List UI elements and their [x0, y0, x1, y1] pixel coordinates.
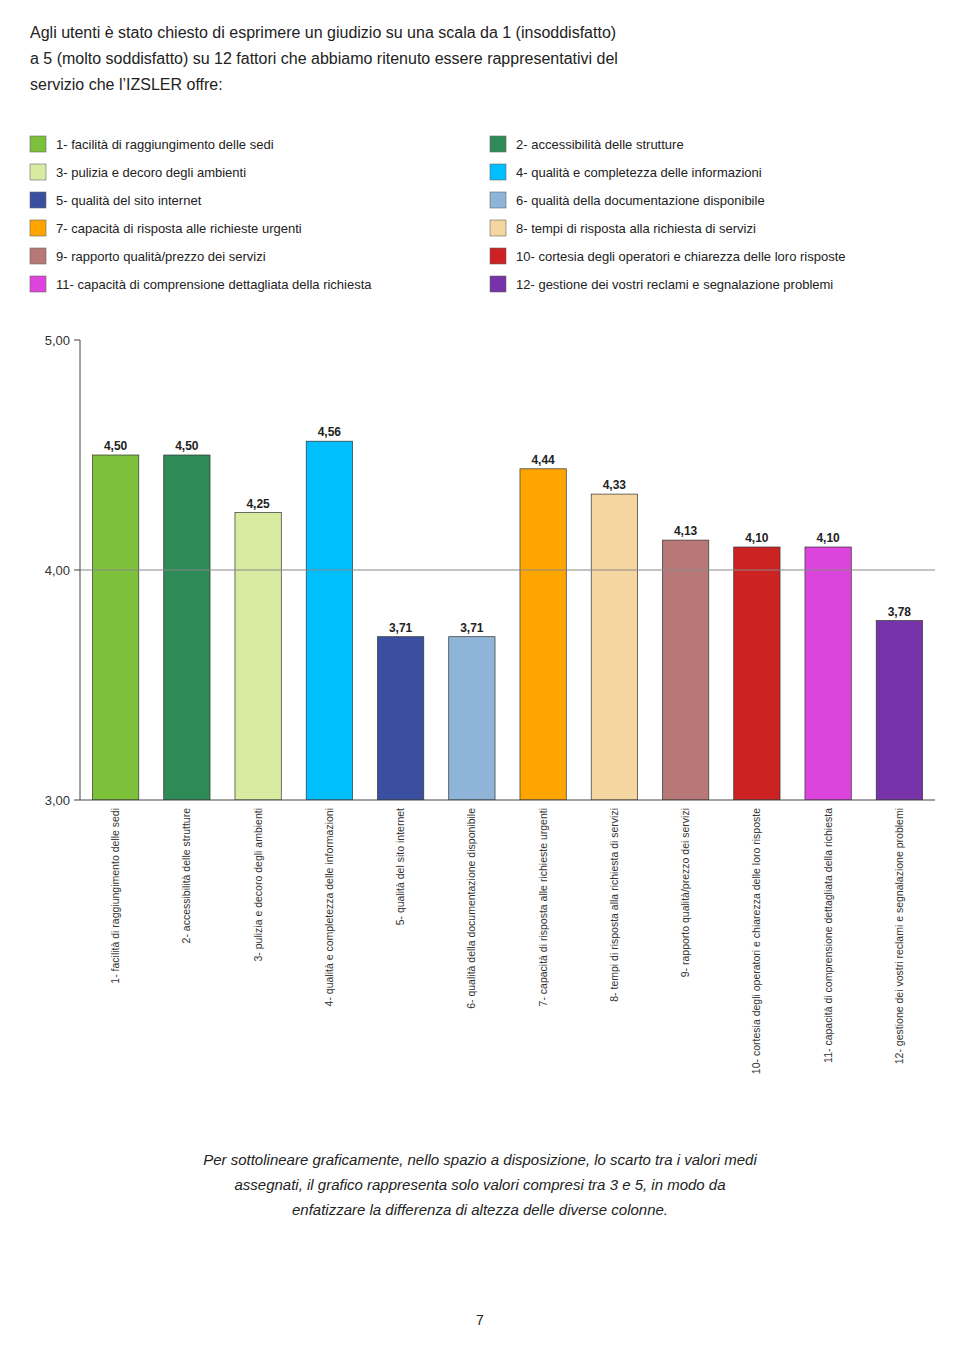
bar: [306, 441, 352, 800]
legend-swatch: [490, 276, 506, 292]
data-label: 4,10: [816, 531, 840, 545]
legend-label: 3- pulizia e decoro degli ambienti: [56, 165, 246, 180]
x-tick-label: 7- capacità di risposta alle richieste u…: [537, 808, 549, 1006]
y-axis-line: [80, 340, 81, 800]
legend-swatch: [30, 164, 46, 180]
data-label: 4,13: [674, 524, 698, 538]
data-label: 4,33: [603, 478, 627, 492]
data-label: 3,78: [888, 605, 912, 619]
chart: Agli utenti è stato chiesto di esprimere…: [0, 0, 960, 1353]
legend-swatch: [30, 248, 46, 264]
y-tick: [74, 800, 80, 801]
bar: [662, 540, 708, 800]
legend-swatch: [490, 248, 506, 264]
bar: [805, 547, 851, 800]
x-tick-label: 12- gestione dei vostri reclami e segnal…: [893, 808, 905, 1064]
title-line: Agli utenti è stato chiesto di esprimere…: [30, 24, 616, 41]
footer-note-line: assegnati, il grafico rappresenta solo v…: [234, 1176, 725, 1193]
y-tick: [74, 340, 80, 341]
legend: 1- facilità di raggiungimento delle sedi…: [30, 136, 846, 292]
data-label: 4,25: [246, 497, 270, 511]
x-tick-label: 8- tempi di risposta alla richiesta di s…: [608, 808, 620, 1002]
reference-line: [80, 570, 935, 571]
legend-swatch: [30, 276, 46, 292]
bar: [449, 637, 495, 800]
x-tick-label: 4- qualità e completezza delle informazi…: [323, 808, 335, 1006]
y-axis: 3,00 4,00 5,00: [45, 333, 80, 808]
x-tick-label: 6- qualità della documentazione disponib…: [465, 808, 477, 1009]
x-tick-label: 10- cortesia degli operatori e chiarezza…: [750, 808, 762, 1074]
data-labels: 4,50 4,50 4,25 4,56 3,71 3,71 4,44 4,33 4,13 4,10…: [104, 425, 911, 635]
legend-label: 5- qualità del sito internet: [56, 193, 202, 208]
page-number: 7: [476, 1312, 484, 1328]
legend-swatch: [30, 136, 46, 152]
legend-label: 11- capacità di comprensione dettagliata…: [56, 277, 372, 292]
bar: [92, 455, 138, 800]
bar: [520, 469, 566, 800]
bar: [235, 513, 281, 801]
legend-label: 7- capacità di risposta alle richieste u…: [56, 221, 302, 236]
legend-label: 12- gestione dei vostri reclami e segnal…: [516, 277, 833, 292]
title-line: a 5 (molto soddisfatto) su 12 fattori ch…: [30, 50, 618, 67]
legend-swatch: [30, 220, 46, 236]
footer-note-line: enfatizzare la differenza di altezza del…: [292, 1201, 668, 1218]
bar: [164, 455, 210, 800]
legend-label: 9- rapporto qualità/prezzo dei servizi: [56, 249, 266, 264]
x-axis: 1- facilità di raggiungimento delle sedi…: [109, 808, 905, 1074]
y-tick: [74, 570, 80, 571]
bar: [591, 494, 637, 800]
data-label: 4,44: [531, 453, 555, 467]
y-tick-label: 3,00: [45, 793, 70, 808]
background: [0, 0, 960, 1353]
legend-swatch: [490, 136, 506, 152]
data-label: 4,10: [745, 531, 769, 545]
bar: [377, 637, 423, 800]
legend-label: 2- accessibilità delle strutture: [516, 137, 684, 152]
legend-swatch: [30, 192, 46, 208]
x-tick-label: 1- facilità di raggiungimento delle sedi: [109, 808, 121, 984]
page: {"chart_data": { "type": "bar", "title":…: [0, 0, 960, 1353]
legend-label: 1- facilità di raggiungimento delle sedi: [56, 137, 274, 152]
x-tick-label: 11- capacità di comprensione dettagliata…: [822, 808, 834, 1063]
legend-label: 10- cortesia degli operatori e chiarezza…: [516, 249, 846, 264]
title-line: servizio che l’IZSLER offre:: [30, 76, 223, 93]
data-label: 3,71: [389, 621, 413, 635]
legend-swatch: [490, 164, 506, 180]
data-label: 4,56: [318, 425, 342, 439]
footer-note-line: Per sottolineare graficamente, nello spa…: [203, 1151, 757, 1168]
x-tick-label: 9- rapporto qualità/prezzo dei servizi: [679, 808, 691, 977]
data-label: 3,71: [460, 621, 484, 635]
bar: [734, 547, 780, 800]
x-axis-line: [80, 800, 935, 801]
data-label: 4,50: [175, 439, 199, 453]
y-tick-label: 5,00: [45, 333, 70, 348]
legend-swatch: [490, 220, 506, 236]
x-tick-label: 3- pulizia e decoro degli ambienti: [252, 808, 264, 962]
footer-note: Per sottolineare graficamente, nello spa…: [203, 1151, 757, 1218]
title: Agli utenti è stato chiesto di esprimere…: [30, 24, 618, 93]
bar: [876, 621, 922, 800]
legend-label: 4- qualità e completezza delle informazi…: [516, 165, 762, 180]
legend-label: 6- qualità della documentazione disponib…: [516, 193, 765, 208]
x-tick-label: 5- qualità del sito internet: [394, 808, 406, 925]
x-tick-label: 2- accessibilità delle strutture: [180, 808, 192, 944]
y-tick-label: 4,00: [45, 563, 70, 578]
legend-swatch: [490, 192, 506, 208]
data-label: 4,50: [104, 439, 128, 453]
legend-label: 8- tempi di risposta alla richiesta di s…: [516, 221, 756, 236]
bars: [80, 441, 935, 800]
